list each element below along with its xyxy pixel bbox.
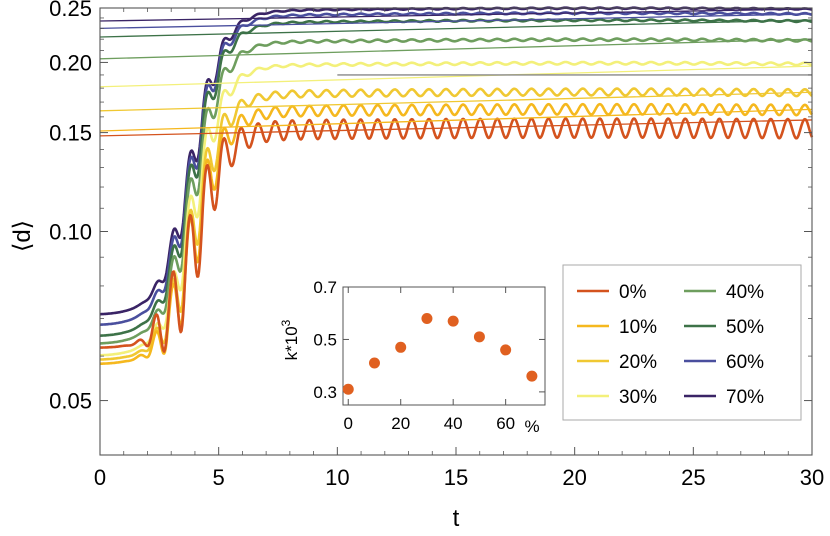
y-tick-label: 0.05 — [49, 389, 92, 414]
y-tick-label: 0.10 — [49, 220, 92, 245]
inset-x-tick-label: 60 — [496, 414, 515, 433]
legend-label: 0% — [619, 282, 647, 303]
x-tick-label: 25 — [681, 465, 705, 490]
inset-data-point — [526, 370, 538, 382]
x-tick-label: 5 — [213, 465, 225, 490]
main-plot-ticks: 0 5 10 15 20 25 300.050.100.150.200.25 — [49, 0, 824, 490]
x-tick-label: 15 — [444, 465, 468, 490]
series-line — [99, 117, 814, 353]
series-line — [99, 60, 813, 357]
inset-y-tick-label: 0.3 — [313, 383, 337, 402]
y-tick-label: 0.20 — [49, 50, 92, 75]
inset-data-point — [368, 357, 380, 369]
x-tick-label: 10 — [325, 465, 349, 490]
inset-y-axis-label-base: k*10 — [282, 326, 301, 360]
legend-label: 60% — [726, 352, 764, 373]
legend-label: 30% — [619, 387, 657, 408]
fit-line — [99, 19, 813, 38]
inset-data-point — [447, 315, 459, 327]
inset-y-axis-label-exponent: 3 — [279, 319, 293, 326]
inset-x-tick-label: 20 — [391, 414, 410, 433]
fit-line — [99, 91, 813, 112]
main-plot-fit-lines — [99, 8, 813, 137]
inset-data-point — [421, 312, 433, 324]
inset-data-point — [473, 331, 485, 343]
fit-line — [99, 13, 813, 29]
inset-data-point — [500, 344, 512, 356]
y-tick-label: 0.15 — [49, 121, 92, 146]
fit-line — [99, 119, 813, 137]
inset-y-axis-label: k*103 — [279, 319, 301, 360]
y-axis-label: ⟨d⟩ — [9, 220, 36, 252]
inset-plot: 0 20 40 60 0.3 0.5 0.7 — [313, 278, 546, 433]
y-tick-label: 0.25 — [49, 0, 92, 21]
x-tick-label: 0 — [94, 465, 106, 490]
inset-data-point — [342, 383, 354, 395]
x-axis-label: t — [453, 505, 460, 532]
inset-y-tick-label: 0.7 — [313, 278, 337, 297]
inset-x-tick-label: 0 — [344, 414, 353, 433]
inset-frame — [342, 286, 546, 406]
inset-x-tick-label: 40 — [444, 414, 463, 433]
legend-label: 70% — [726, 387, 764, 408]
series-line — [99, 37, 813, 345]
fit-line — [99, 108, 813, 132]
x-tick-label: 30 — [800, 465, 824, 490]
fit-line — [99, 38, 813, 60]
inset-x-axis-label: % — [524, 417, 539, 436]
inset-data-point — [395, 341, 407, 353]
legend: 0% 10% 20% 30% 40% 50% 60% 70% — [562, 264, 802, 421]
legend-label: 20% — [619, 352, 657, 373]
x-tick-label: 20 — [562, 465, 586, 490]
legend-label: 40% — [726, 282, 764, 303]
legend-label: 10% — [619, 317, 657, 338]
fit-line — [99, 65, 813, 88]
legend-label: 50% — [726, 317, 764, 338]
inset-y-tick-label: 0.5 — [313, 330, 337, 349]
series-line — [99, 102, 814, 366]
